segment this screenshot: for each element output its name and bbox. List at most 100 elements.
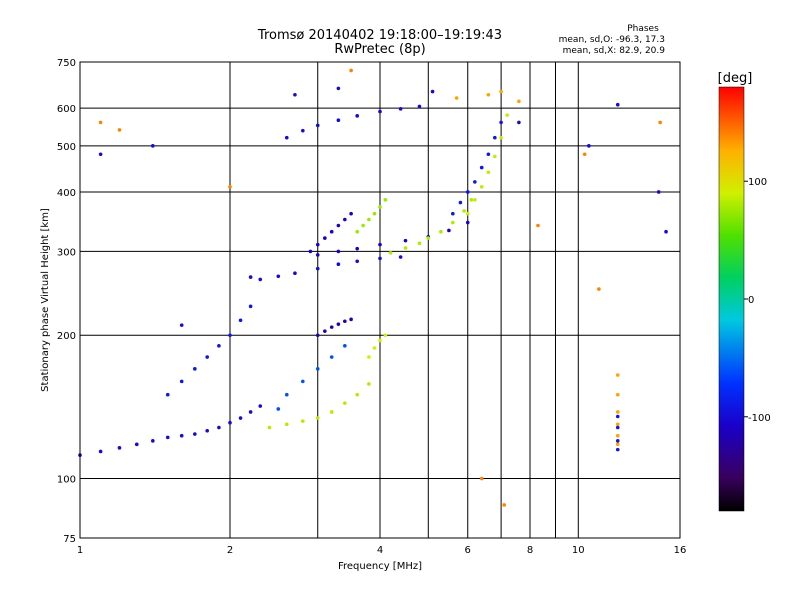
colorbar-tick-label: 100 [748, 177, 767, 188]
data-point [349, 317, 353, 322]
data-point [597, 287, 601, 291]
data-point [248, 275, 253, 279]
data-point [388, 251, 393, 255]
data-point [367, 382, 371, 386]
plot-frame [79, 61, 681, 539]
data-point [361, 223, 365, 228]
data-point [517, 99, 521, 104]
data-point [301, 419, 305, 423]
data-point [165, 392, 170, 397]
data-point [355, 114, 359, 118]
x-axis-label: Frequency [MHz] [338, 561, 422, 572]
data-point [343, 217, 347, 222]
colorbar [718, 86, 745, 512]
data-point [151, 439, 155, 443]
data-point [355, 229, 359, 234]
colorbar-ticks: 100 0 -100 [744, 177, 771, 424]
data-point [372, 346, 377, 350]
data-point [258, 404, 263, 408]
x-tick-label: 1 [77, 545, 83, 556]
x-tick-label: 16 [674, 545, 687, 556]
data-point [323, 236, 327, 240]
data-point [329, 325, 334, 329]
data-point [329, 229, 334, 234]
data-point [267, 425, 272, 430]
data-point [493, 135, 497, 140]
data-point [430, 89, 435, 94]
data-point [301, 128, 305, 133]
phase-header-title: Phases [627, 24, 659, 34]
data-point [343, 319, 347, 324]
y-tick-label: 200 [57, 331, 76, 342]
data-point [343, 401, 347, 405]
data-point [417, 241, 422, 246]
data-point [117, 128, 122, 132]
data-point [615, 410, 620, 414]
data-point [454, 96, 459, 100]
phase-header-o: mean, sd,O: -96.3, 17.3 [559, 35, 665, 45]
data-point [323, 329, 327, 333]
data-point [315, 242, 320, 247]
data-point [336, 223, 341, 228]
data-point [315, 416, 320, 420]
data-point [615, 102, 620, 107]
data-point [228, 333, 232, 338]
data-point [536, 223, 540, 228]
data-point [217, 344, 221, 348]
y-tick-label: 500 [57, 142, 76, 153]
data-point [499, 89, 503, 94]
y-tick-label: 75 [63, 534, 76, 545]
data-point [355, 392, 359, 397]
phase-header-x: mean, sd,X: 82.9, 20.9 [563, 46, 666, 56]
data-point [473, 180, 477, 184]
x-tick-label: 2 [227, 545, 233, 556]
x-tick-label: 4 [377, 545, 383, 556]
data-point [134, 442, 139, 447]
data-point [465, 190, 470, 194]
data-point [486, 170, 491, 175]
data-point [398, 255, 403, 259]
data-point [615, 439, 620, 443]
data-point [276, 274, 281, 279]
data-point [315, 367, 320, 371]
x-axis-ticks: 1 2 4 6 8 10 16 [77, 545, 687, 556]
data-point [479, 476, 484, 481]
data-point [205, 355, 209, 359]
data-point [258, 277, 263, 282]
data-point [615, 373, 620, 377]
x-tick-label: 10 [572, 545, 585, 556]
data-point [179, 379, 184, 384]
data-point [656, 190, 661, 194]
data-point [284, 392, 289, 397]
data-point [426, 236, 431, 240]
data-point [284, 422, 289, 427]
data-point [301, 379, 305, 384]
data-point [193, 367, 197, 371]
data-point [228, 420, 232, 425]
chart-title: Tromsø 20140402 19:18:00–19:19:43 [257, 28, 502, 43]
data-point [473, 198, 477, 202]
data-point [238, 318, 243, 323]
data-point [479, 165, 484, 170]
data-point [502, 503, 506, 507]
data-point [417, 104, 422, 109]
colorbar-label: [deg] [718, 71, 753, 86]
data-point [615, 414, 620, 419]
data-point [378, 338, 382, 343]
data-point [329, 355, 334, 359]
y-tick-label: 600 [57, 104, 76, 115]
data-point [336, 86, 341, 91]
data-point [378, 109, 382, 114]
data-point [615, 433, 620, 438]
y-tick-label: 100 [57, 475, 76, 486]
data-point [248, 410, 253, 414]
data-point [336, 118, 341, 122]
data-point [465, 220, 470, 225]
data-point [658, 120, 662, 125]
data-point [355, 259, 359, 264]
data-point [336, 262, 341, 267]
data-point [179, 433, 184, 438]
data-point [293, 271, 297, 276]
data-point [378, 242, 382, 247]
